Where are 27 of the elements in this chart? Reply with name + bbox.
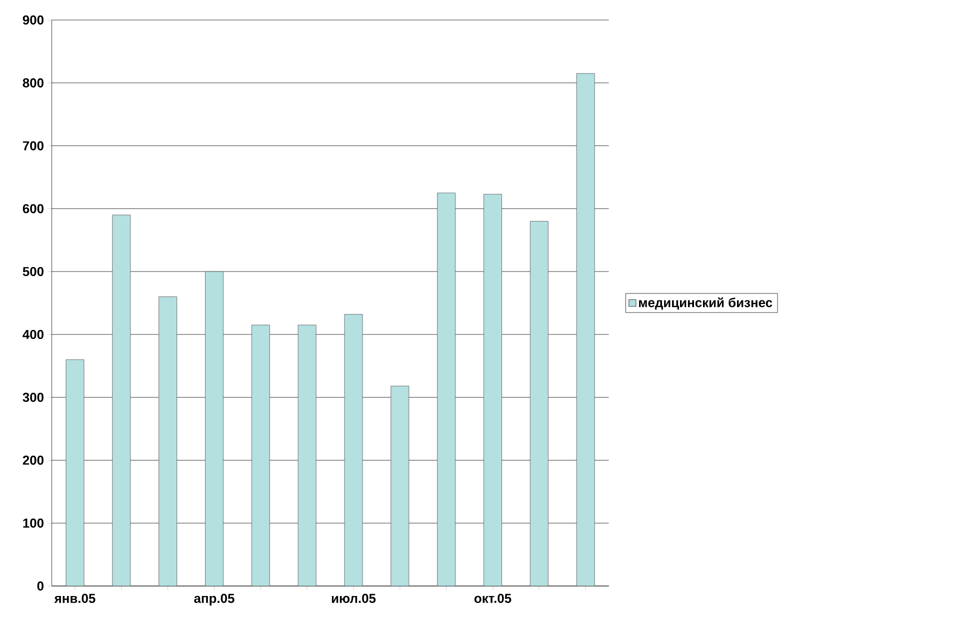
bar [112,214,131,586]
y-tick-label: 400 [22,330,44,340]
bar [66,359,84,586]
bar [205,271,224,586]
y-tick-label: 800 [22,78,44,88]
x-tick-label: янв.05 [54,594,96,603]
bar [251,324,270,586]
bar [298,324,316,586]
y-tick-label: 0 [37,581,44,591]
bar [158,296,178,586]
bar [576,73,595,586]
y-tick-label: 600 [22,204,44,214]
bar [390,386,410,586]
x-tick-label: окт.05 [474,594,512,603]
x-tick-label: апр.05 [194,594,234,606]
legend-label: медицинский бизнес [639,297,772,310]
bar [530,221,548,586]
y-tick-label: 900 [22,15,44,25]
y-tick-label: 500 [22,266,44,276]
bar [484,194,502,586]
y-tick-label: 200 [22,456,44,465]
y-tick-label: 100 [23,518,44,528]
bar [344,314,363,586]
x-tick-label: июл.05 [332,594,376,603]
y-tick-label: 300 [22,392,44,402]
y-tick-label: 700 [22,141,44,150]
bar [437,192,456,586]
